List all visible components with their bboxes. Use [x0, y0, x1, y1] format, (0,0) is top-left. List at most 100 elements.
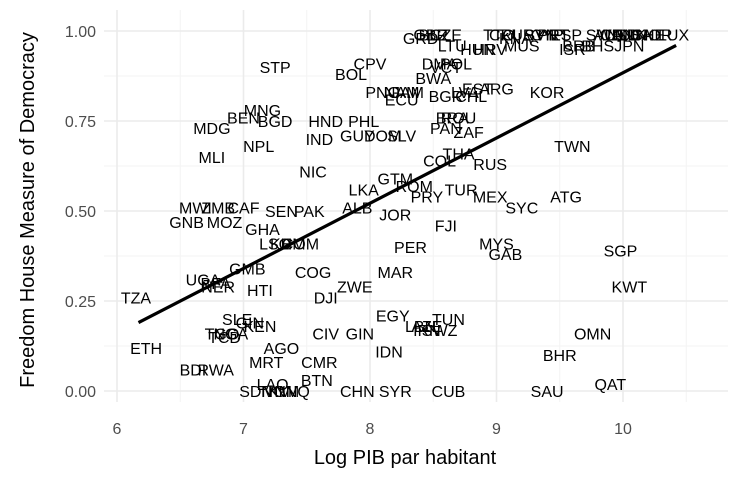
country-label: NOR [637, 28, 673, 45]
country-label: USA [619, 28, 652, 45]
country-label: GIN [346, 326, 374, 343]
country-label: GUY [340, 128, 375, 145]
country-label: SWE [586, 28, 622, 45]
country-label: EST [462, 82, 493, 99]
country-label: PHL [348, 114, 379, 131]
x-tick-label: 9 [492, 421, 501, 438]
country-label: JPN [614, 38, 644, 55]
country-label: BHS [581, 38, 614, 55]
country-label: IRN [413, 323, 441, 340]
country-label: OMN [574, 326, 611, 343]
country-label: COG [295, 265, 331, 282]
country-label: BRB [562, 38, 595, 55]
country-label: BDI [180, 362, 207, 379]
country-label: URY [511, 28, 545, 45]
country-label: MWI [179, 200, 212, 217]
country-label: NLD [607, 28, 639, 45]
country-label: NAM [384, 85, 420, 102]
grid-lines [104, 10, 728, 402]
country-label: TUR [445, 182, 478, 199]
country-label: BEN [227, 110, 260, 127]
country-label: PNG [365, 85, 400, 102]
country-label: DOM [364, 128, 401, 145]
country-label: GAB [488, 247, 522, 264]
country-label: SWZ [422, 323, 458, 340]
country-label: GNQ [273, 384, 309, 401]
country-label: TZA [121, 290, 152, 307]
country-label: SYR [379, 384, 412, 401]
country-label: LBN [405, 319, 436, 336]
country-label: CAN [600, 28, 634, 45]
country-label: JOR [379, 208, 411, 225]
country-label: RWA [197, 362, 234, 379]
country-label: JAM [392, 85, 424, 102]
y-tick-label: 0.00 [65, 384, 96, 401]
country-label: SDN [239, 384, 273, 401]
country-label: IDN [375, 344, 403, 361]
x-tick-label: 6 [113, 421, 122, 438]
country-label: ECU [385, 92, 419, 109]
country-label: CAF [228, 200, 260, 217]
country-label: TUN [432, 312, 465, 329]
x-axis-ticks: 6 7 8 9 10 [113, 421, 632, 438]
country-label: SVN [524, 28, 557, 45]
country-label: BLZ [419, 28, 449, 45]
x-tick-label: 8 [366, 421, 375, 438]
country-label: MNG [244, 103, 281, 120]
country-label: GBR [413, 28, 448, 45]
country-label: CHN [340, 384, 375, 401]
country-label: TGO [205, 326, 240, 343]
country-label: MUS [504, 38, 540, 55]
country-label: HRV [473, 42, 507, 59]
country-label: KOR [530, 85, 565, 102]
country-label: MEX [473, 190, 508, 207]
country-label: KWT [612, 280, 648, 297]
country-label: SLE [222, 312, 252, 329]
country-label: HUN [460, 42, 495, 59]
country-label: BHR [543, 348, 577, 365]
country-label: EGY [376, 308, 410, 325]
country-label: LUX [658, 28, 689, 45]
y-tick-label: 0.25 [65, 294, 96, 311]
country-label: CHL [455, 89, 487, 106]
country-label: ETH [130, 341, 162, 358]
country-label: VCT [430, 60, 462, 77]
y-tick-label: 1.00 [65, 24, 96, 41]
country-label: GMB [229, 262, 265, 279]
country-label: AUS [594, 28, 627, 45]
country-label: COL [423, 154, 456, 171]
country-label: MAR [378, 265, 414, 282]
country-label: NPL [243, 139, 274, 156]
country-label: MRT [249, 355, 284, 372]
country-label: BTN [301, 373, 333, 390]
country-label: LVA [451, 85, 479, 102]
y-tick-label: 0.50 [65, 204, 96, 221]
country-label: GHA [245, 222, 280, 239]
country-label: GRD [403, 31, 439, 48]
country-label: HTI [247, 283, 273, 300]
country-label: GIN [236, 316, 264, 333]
country-label: SGP [604, 244, 638, 261]
country-label: SYC [505, 200, 538, 217]
country-label: NIC [299, 164, 327, 181]
country-label: TKM [258, 384, 292, 401]
country-label: ZWE [337, 280, 373, 297]
x-tick-label: 7 [239, 421, 248, 438]
country-label: FJI [435, 218, 457, 235]
country-label: COM [282, 236, 319, 253]
country-label: CHE [631, 28, 665, 45]
country-label: CRI [489, 28, 517, 45]
country-label: KNA [499, 31, 532, 48]
x-axis-title: Log PIB par habitant [314, 447, 497, 469]
country-label: AZE [411, 319, 442, 336]
country-label: BRA [436, 110, 469, 127]
country-label: DMA [422, 56, 458, 73]
country-label: ROM [396, 179, 433, 196]
country-label: MOZ [207, 215, 243, 232]
country-label: BGD [258, 114, 293, 131]
country-label: TTO [483, 28, 515, 45]
country-label: ROU [441, 110, 477, 127]
country-label: STP [260, 60, 291, 77]
